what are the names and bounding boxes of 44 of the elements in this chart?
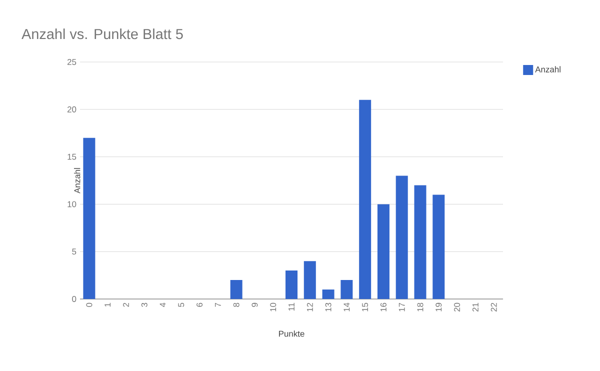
- x-tick-label: 20: [454, 302, 460, 312]
- x-tick-label: 11: [288, 302, 294, 311]
- x-tick-label: 17: [398, 302, 405, 312]
- y-tick-label: 0: [72, 296, 76, 302]
- bar: [432, 194, 445, 299]
- y-axis-title: Anzahl: [74, 168, 80, 194]
- bar: [322, 290, 334, 299]
- bar: [414, 185, 426, 299]
- bar: [377, 204, 390, 299]
- chart-title: Anzahl vs. Punkte Blatt 5: [22, 28, 183, 40]
- x-tick-label: 9: [252, 302, 258, 307]
- x-tick-label: 8: [233, 302, 240, 307]
- bar: [396, 176, 408, 299]
- x-tick-label: 14: [344, 302, 350, 312]
- x-tick-label: 21: [472, 302, 478, 312]
- bar: [83, 138, 96, 299]
- x-tick-label: 4: [160, 302, 166, 308]
- x-tick-label: 13: [325, 302, 332, 312]
- x-tick-label: 7: [215, 302, 221, 307]
- x-tick-label: 2: [123, 302, 129, 307]
- x-tick-label: 6: [196, 302, 203, 307]
- x-tick-label: 1: [104, 302, 111, 307]
- x-tick-label: 3: [141, 302, 148, 307]
- y-tick-label: 25: [67, 59, 76, 65]
- x-tick-label: 19: [436, 302, 442, 312]
- bar: [359, 100, 372, 299]
- y-tick-label: 10: [68, 201, 76, 208]
- y-tick-label: 20: [67, 106, 76, 112]
- x-tick-label: 12: [306, 302, 313, 312]
- legend-label: Anzahl: [535, 66, 560, 72]
- x-axis-title: Punkte: [279, 330, 304, 337]
- x-tick-label: 5: [178, 302, 184, 307]
- x-tick-label: 0: [86, 302, 92, 307]
- x-tick-label: 16: [380, 302, 386, 312]
- bar: [340, 280, 353, 299]
- x-tick-label: 10: [270, 302, 276, 312]
- y-tick-label: 15: [68, 154, 76, 160]
- bar: [286, 270, 298, 299]
- bar: [230, 280, 242, 299]
- x-tick-label: 22: [490, 302, 497, 312]
- x-tick-label: 18: [417, 302, 424, 312]
- y-tick-label: 5: [72, 248, 76, 255]
- bar: [304, 261, 316, 299]
- x-tick-label: 15: [362, 302, 368, 312]
